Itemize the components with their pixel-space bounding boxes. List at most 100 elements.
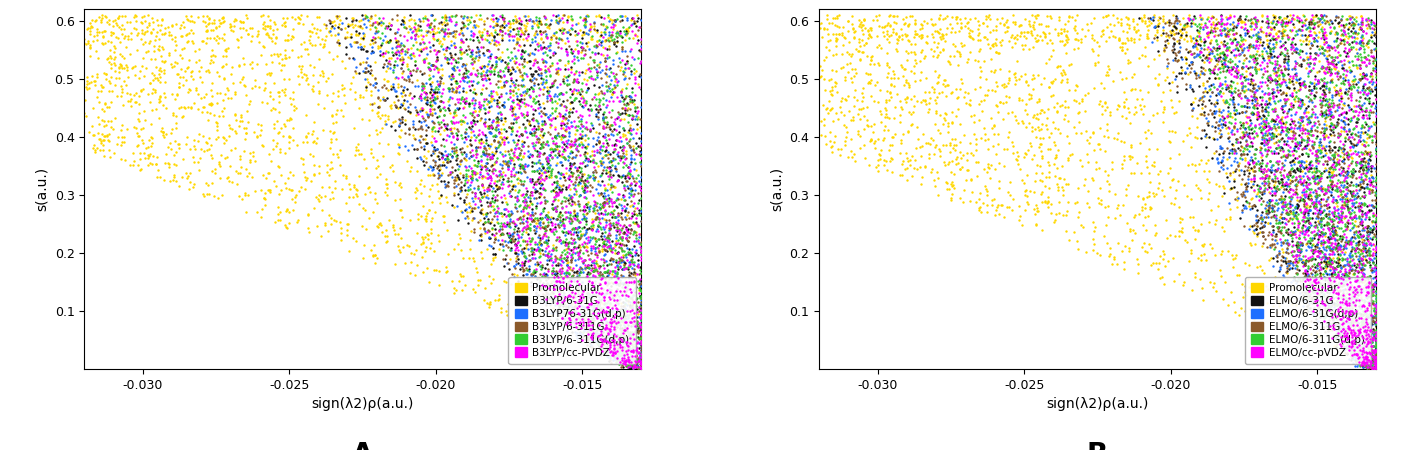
Point — [528, 219, 550, 226]
Point — [1132, 203, 1154, 210]
Point — [883, 130, 906, 138]
Point — [1304, 188, 1327, 195]
Point — [431, 99, 453, 106]
Point — [622, 361, 644, 368]
Point — [1108, 102, 1130, 109]
Point — [1033, 109, 1056, 116]
Point — [1140, 19, 1163, 27]
Point — [602, 198, 625, 205]
Point — [1311, 23, 1334, 30]
Point — [1282, 230, 1304, 238]
Point — [889, 140, 911, 147]
Point — [1345, 289, 1367, 297]
Point — [1331, 167, 1353, 174]
Point — [828, 103, 851, 110]
Point — [531, 21, 553, 28]
Point — [1078, 203, 1101, 211]
Point — [602, 337, 625, 344]
Point — [1321, 258, 1344, 265]
Point — [1303, 103, 1325, 110]
Point — [600, 337, 622, 344]
Point — [465, 72, 487, 79]
Point — [1339, 114, 1362, 122]
Point — [604, 249, 626, 256]
Point — [601, 210, 623, 217]
Point — [1067, 45, 1090, 52]
Point — [1193, 21, 1216, 28]
Point — [607, 271, 629, 278]
Point — [580, 148, 602, 155]
Point — [375, 176, 397, 183]
Point — [550, 273, 573, 280]
Point — [830, 145, 852, 153]
Point — [274, 85, 296, 92]
Point — [1346, 356, 1369, 363]
Point — [246, 133, 268, 140]
Point — [411, 157, 434, 164]
Point — [1335, 15, 1358, 22]
Point — [598, 275, 621, 283]
Point — [1261, 117, 1283, 124]
Point — [1224, 150, 1247, 157]
Point — [1338, 306, 1360, 313]
Point — [564, 94, 587, 102]
Point — [1221, 141, 1244, 148]
Point — [1238, 284, 1261, 291]
Point — [574, 194, 597, 201]
Point — [1358, 334, 1380, 341]
Point — [380, 162, 403, 169]
Point — [826, 80, 848, 87]
Point — [140, 160, 163, 167]
Point — [411, 240, 434, 247]
Point — [226, 181, 249, 188]
Point — [510, 95, 532, 103]
Point — [439, 75, 462, 82]
Point — [334, 175, 357, 182]
Point — [73, 40, 95, 47]
Point — [254, 31, 277, 38]
Point — [337, 21, 359, 28]
Point — [549, 182, 571, 189]
Point — [592, 15, 615, 22]
Point — [514, 124, 536, 131]
Point — [612, 346, 635, 354]
Point — [566, 167, 588, 175]
Point — [611, 328, 633, 336]
Point — [1247, 230, 1269, 237]
Point — [1255, 40, 1278, 47]
Point — [1345, 63, 1367, 71]
Point — [542, 264, 564, 271]
Point — [1043, 172, 1066, 180]
Point — [564, 144, 587, 152]
Point — [553, 193, 576, 200]
Point — [319, 18, 341, 25]
Point — [573, 29, 595, 36]
Point — [578, 153, 601, 160]
Point — [1261, 240, 1283, 247]
Point — [571, 333, 594, 340]
Point — [1019, 142, 1042, 149]
Point — [1346, 138, 1369, 145]
Point — [1302, 131, 1324, 139]
Point — [234, 92, 257, 99]
Point — [1252, 56, 1275, 63]
Point — [614, 306, 636, 313]
Point — [1293, 272, 1316, 279]
Point — [198, 100, 220, 107]
Point — [205, 23, 227, 31]
Point — [590, 157, 612, 164]
Point — [1304, 288, 1327, 296]
Point — [883, 12, 906, 19]
Point — [98, 147, 121, 154]
Point — [1250, 163, 1272, 170]
Point — [1306, 173, 1328, 180]
Point — [1287, 86, 1310, 93]
Point — [1318, 106, 1341, 113]
Point — [477, 76, 500, 83]
Point — [1318, 29, 1341, 36]
Point — [587, 214, 609, 221]
Point — [1338, 305, 1360, 312]
Point — [1158, 232, 1181, 239]
Point — [1356, 232, 1379, 239]
Point — [462, 198, 484, 205]
